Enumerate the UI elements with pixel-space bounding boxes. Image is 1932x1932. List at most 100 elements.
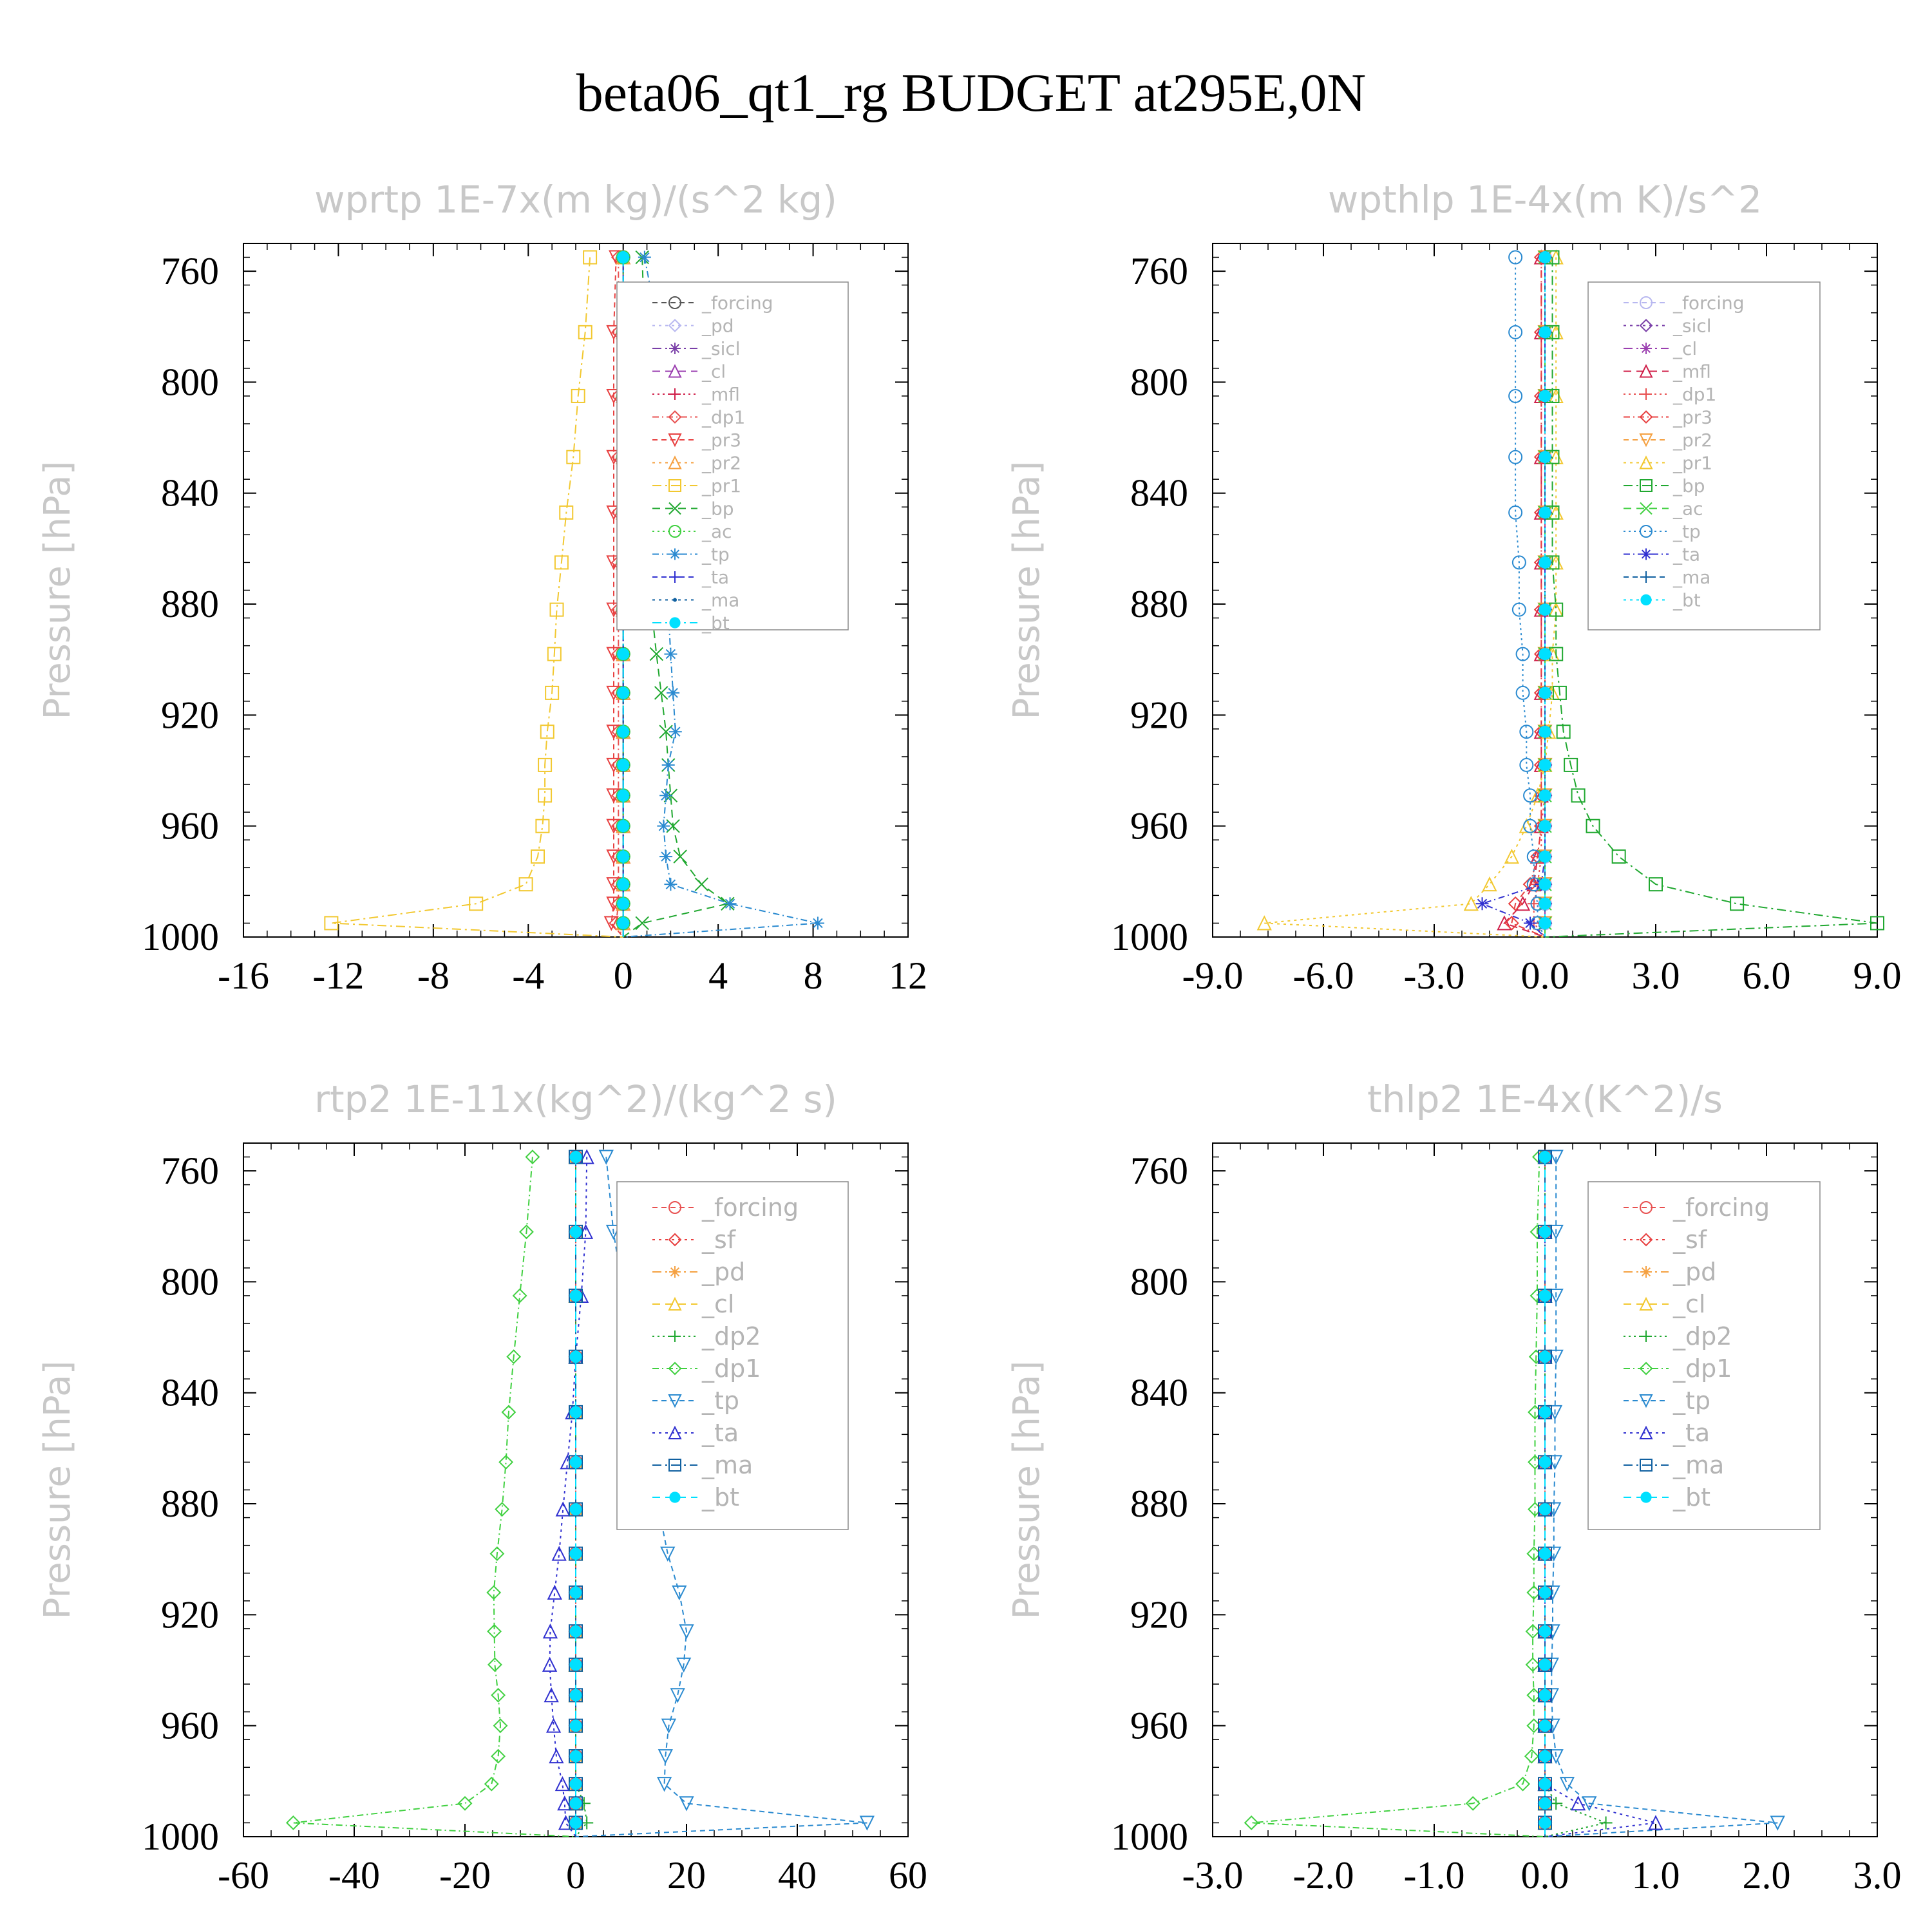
panel-title: thlp2 1E-4x(K^2)/s xyxy=(1367,1077,1723,1121)
series-line xyxy=(611,257,624,938)
data-point xyxy=(469,896,484,911)
legend-label: _pr2 xyxy=(1672,430,1712,451)
data-point xyxy=(512,1288,527,1303)
legend-label: _dp1 xyxy=(1672,1354,1732,1383)
legend-label: _pr1 xyxy=(701,475,741,497)
data-point xyxy=(1648,1815,1663,1830)
y-tick-label: 760 xyxy=(161,1150,219,1192)
y-axis-label: Pressure [hPa] xyxy=(37,461,79,720)
data-point xyxy=(1570,1795,1586,1811)
legend-label: _sf xyxy=(1672,1226,1708,1254)
legend-label: _dp1 xyxy=(1672,384,1716,405)
x-tick-label: -20 xyxy=(439,1854,491,1897)
legend-label: _mfl xyxy=(701,384,740,405)
legend-label: _sf xyxy=(701,1226,737,1254)
data-point xyxy=(1525,1624,1540,1639)
data-point xyxy=(1552,685,1567,700)
data-point xyxy=(569,1502,583,1517)
data-point xyxy=(506,1349,522,1365)
data-point xyxy=(1539,1503,1551,1516)
data-point xyxy=(531,849,545,864)
data-point xyxy=(1519,724,1534,739)
data-point xyxy=(654,686,668,700)
series-pr1 xyxy=(324,250,623,938)
legend-label: _ma xyxy=(701,590,739,611)
data-point xyxy=(673,849,687,864)
data-point xyxy=(1564,757,1578,772)
legend-marker xyxy=(1640,479,1653,492)
data-point xyxy=(545,685,560,700)
x-tick-label: 0 xyxy=(614,954,633,997)
data-point xyxy=(811,916,824,930)
panel-title: wpthlp 1E-4x(m K)/s^2 xyxy=(1328,178,1762,222)
data-point xyxy=(1497,915,1512,931)
data-point xyxy=(1465,1795,1481,1811)
x-tick-label: -3.0 xyxy=(1182,1854,1244,1897)
data-point xyxy=(555,1501,571,1517)
data-point xyxy=(1730,896,1745,911)
data-point xyxy=(664,878,677,891)
data-point xyxy=(579,1149,594,1164)
data-point xyxy=(666,819,680,833)
data-point xyxy=(635,916,649,931)
data-point xyxy=(668,725,682,739)
legend-label: _cl xyxy=(1672,338,1697,359)
x-tick-label: -16 xyxy=(218,954,269,997)
data-point xyxy=(1256,915,1272,931)
data-point xyxy=(1538,1718,1552,1733)
data-point xyxy=(679,1624,694,1640)
legend-marker xyxy=(1639,1361,1653,1376)
legend-marker xyxy=(668,296,681,309)
data-point xyxy=(1539,897,1551,910)
series-line xyxy=(623,257,730,938)
legend-marker xyxy=(1640,1492,1652,1503)
y-tick-label: 1000 xyxy=(1111,1815,1188,1858)
data-point xyxy=(617,759,630,772)
legend-label: _pd xyxy=(701,1258,745,1286)
data-point xyxy=(659,850,673,864)
y-tick-label: 800 xyxy=(1130,361,1188,403)
data-point xyxy=(649,647,664,661)
x-tick-label: 20 xyxy=(667,1854,706,1897)
data-point xyxy=(538,757,553,772)
legend-label: _mfl xyxy=(1672,361,1711,383)
x-tick-label: -6.0 xyxy=(1293,954,1354,997)
x-tick-label: -8 xyxy=(417,954,450,997)
legend-marker xyxy=(1640,571,1652,583)
series-line xyxy=(1544,257,1878,938)
legend-marker xyxy=(668,1425,682,1439)
data-point xyxy=(569,1548,582,1560)
legend-label: _bp xyxy=(701,498,734,520)
data-point xyxy=(672,1585,687,1601)
legend-label: _bt xyxy=(701,612,730,634)
x-tick-label: 0.0 xyxy=(1521,954,1569,997)
data-point xyxy=(1527,897,1540,911)
data-point xyxy=(1539,1289,1551,1302)
y-tick-label: 880 xyxy=(1130,583,1188,625)
data-point xyxy=(723,897,737,911)
legend-marker xyxy=(1639,455,1653,469)
legend-marker xyxy=(668,364,682,378)
data-point xyxy=(569,1718,583,1733)
legend-label: _dp2 xyxy=(701,1322,761,1350)
y-tick-label: 920 xyxy=(1130,1593,1188,1636)
series-line xyxy=(549,1157,588,1837)
data-point xyxy=(1524,1748,1539,1764)
y-tick-label: 800 xyxy=(161,361,219,403)
x-tick-label: 3.0 xyxy=(1632,954,1680,997)
data-point xyxy=(1539,556,1551,569)
y-tick-label: 920 xyxy=(161,694,219,736)
legend-marker xyxy=(668,319,682,332)
data-point xyxy=(1870,916,1884,931)
data-point xyxy=(617,251,630,264)
data-point xyxy=(1548,1150,1564,1165)
series-line xyxy=(331,257,623,938)
legend-marker xyxy=(1639,1233,1653,1247)
panel-3: rtp2 1E-11x(kg^2)/(kg^2 s) Pressure [hPa]… xyxy=(37,1077,927,1897)
data-point xyxy=(617,897,630,910)
data-point xyxy=(1244,1815,1259,1830)
legend-label: _pr3 xyxy=(1672,407,1712,428)
data-point xyxy=(538,788,553,803)
data-point xyxy=(569,1350,582,1363)
